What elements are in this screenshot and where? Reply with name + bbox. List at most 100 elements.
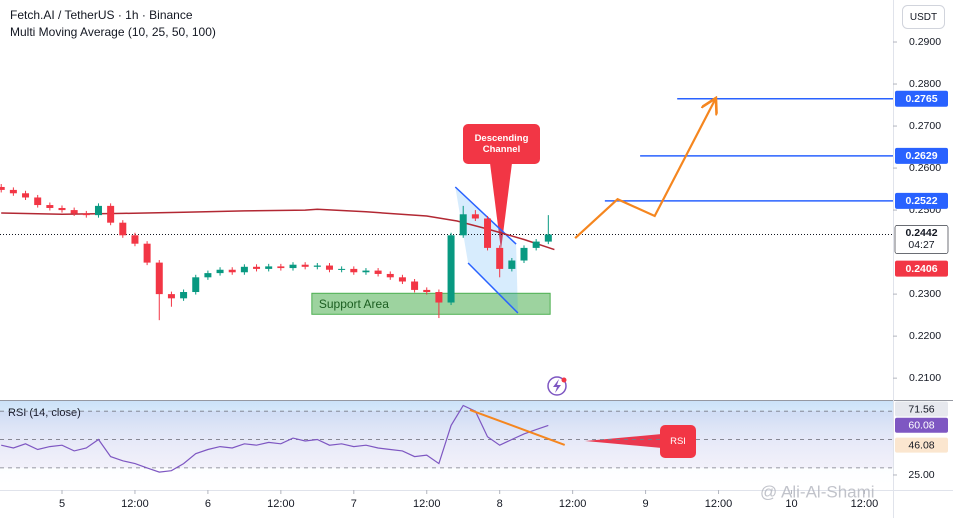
candle-body [204,273,212,278]
x-tick-label: 12:00 [413,498,441,510]
x-tick-label: 7 [351,498,357,510]
y-tick-label: 0.2100 [909,372,941,384]
candle-body [459,214,467,236]
candle-body [520,247,528,261]
candle-body [70,210,78,214]
x-tick-label: 5 [59,498,65,510]
candle-body [435,292,443,303]
support-area [311,292,551,315]
channel-callout: Descending Channel [463,124,540,164]
ma-price-label: 0.2406 [905,263,937,275]
countdown-label: 04:27 [908,239,934,251]
rsi-divergence [469,408,566,446]
callout-pointer [585,434,662,448]
candle-body [253,266,261,269]
channel-fill [455,186,518,314]
candle-body [107,205,115,223]
projection [574,100,715,240]
y-tick-label: 0.2800 [909,78,941,90]
candle-body [532,241,540,248]
candle-body [508,260,516,269]
candle-body [46,205,54,208]
rsi-line [1,404,549,473]
candle-body [411,281,419,290]
x-tick-label: 6 [205,498,211,510]
rsi-badge [895,417,948,433]
price-tag [895,260,948,277]
y-tick-label: 0.2900 [909,36,941,48]
x-tick-label: 12:00 [121,498,149,510]
candle-body [471,214,479,219]
candle-body [58,207,66,211]
x-tick-label: 10 [785,498,797,510]
rsi-badge-label: 46.08 [908,439,934,451]
currency-label[interactable]: USDT [910,12,937,23]
rsi-badge [895,401,948,417]
x-tick-label: 12:00 [851,498,879,510]
alert-icon-bolt [553,379,561,393]
y-tick-label: 0.2700 [909,120,941,132]
rsi-badge-label: 60.08 [908,420,934,432]
candle-body [228,269,236,273]
price-tag-label: 0.2629 [905,150,937,162]
candle-body [423,289,431,293]
candle-body [338,268,346,270]
candle-body [374,270,382,274]
chart-title: Fetch.AI / TetherUS · 1h · Binance [10,8,193,22]
candle-body [265,266,273,269]
y-tick-label: 0.2300 [909,288,941,300]
candle-body [216,269,224,274]
watermark: @ Ali-Al-Shami [760,482,875,501]
rsi-callout: RSI [660,425,696,458]
candle-body [240,266,248,273]
indicator-title: Multi Moving Average (10, 25, 50, 100) [10,25,216,39]
rsi-badge-label: 71.56 [908,403,934,415]
candle-body [313,265,321,267]
candle-body [143,243,151,263]
candle-body [301,264,309,267]
candle-body [180,292,188,299]
candle-body [192,277,200,293]
candle-body [9,189,17,194]
candle-body [484,218,492,248]
candle-body [82,213,90,216]
x-tick-label: 8 [497,498,503,510]
support-area-label: Support Area [319,297,389,311]
candle-body [350,268,358,273]
alert-dot [561,377,567,383]
candle-body [22,193,30,198]
price-tag [894,225,949,254]
price-tag-label: 0.2522 [905,195,937,207]
rsi-title: RSI (14, close) [8,407,81,419]
rsi-background [0,400,893,490]
currency-button[interactable] [902,5,945,29]
candle-body [544,234,552,242]
x-tick-label: 9 [643,498,649,510]
candle-body [386,273,394,278]
price-tag [895,147,948,164]
candle-body [94,205,102,216]
channel-line [467,262,519,314]
candle-body [277,266,285,269]
rsi-badge [895,437,948,453]
candle-body [398,277,406,282]
candle-body [325,265,333,270]
candle-body [447,235,455,303]
x-tick-label: 12:00 [267,498,295,510]
price-tag [895,192,948,209]
candle-body [0,186,5,190]
callout-pointer [490,163,512,250]
price-tag [895,90,948,107]
candle-body [167,294,175,299]
y-tick-label: 0.2200 [909,330,941,342]
candle-body [131,235,139,244]
last-price-label: 0.2442 [905,227,937,239]
candle-body [362,270,370,273]
price-tag-label: 0.2765 [905,93,937,105]
y-tick-label: 0.2600 [909,162,941,174]
candle-body [155,262,163,295]
x-tick-label: 12:00 [559,498,587,510]
candle-body [119,222,127,236]
